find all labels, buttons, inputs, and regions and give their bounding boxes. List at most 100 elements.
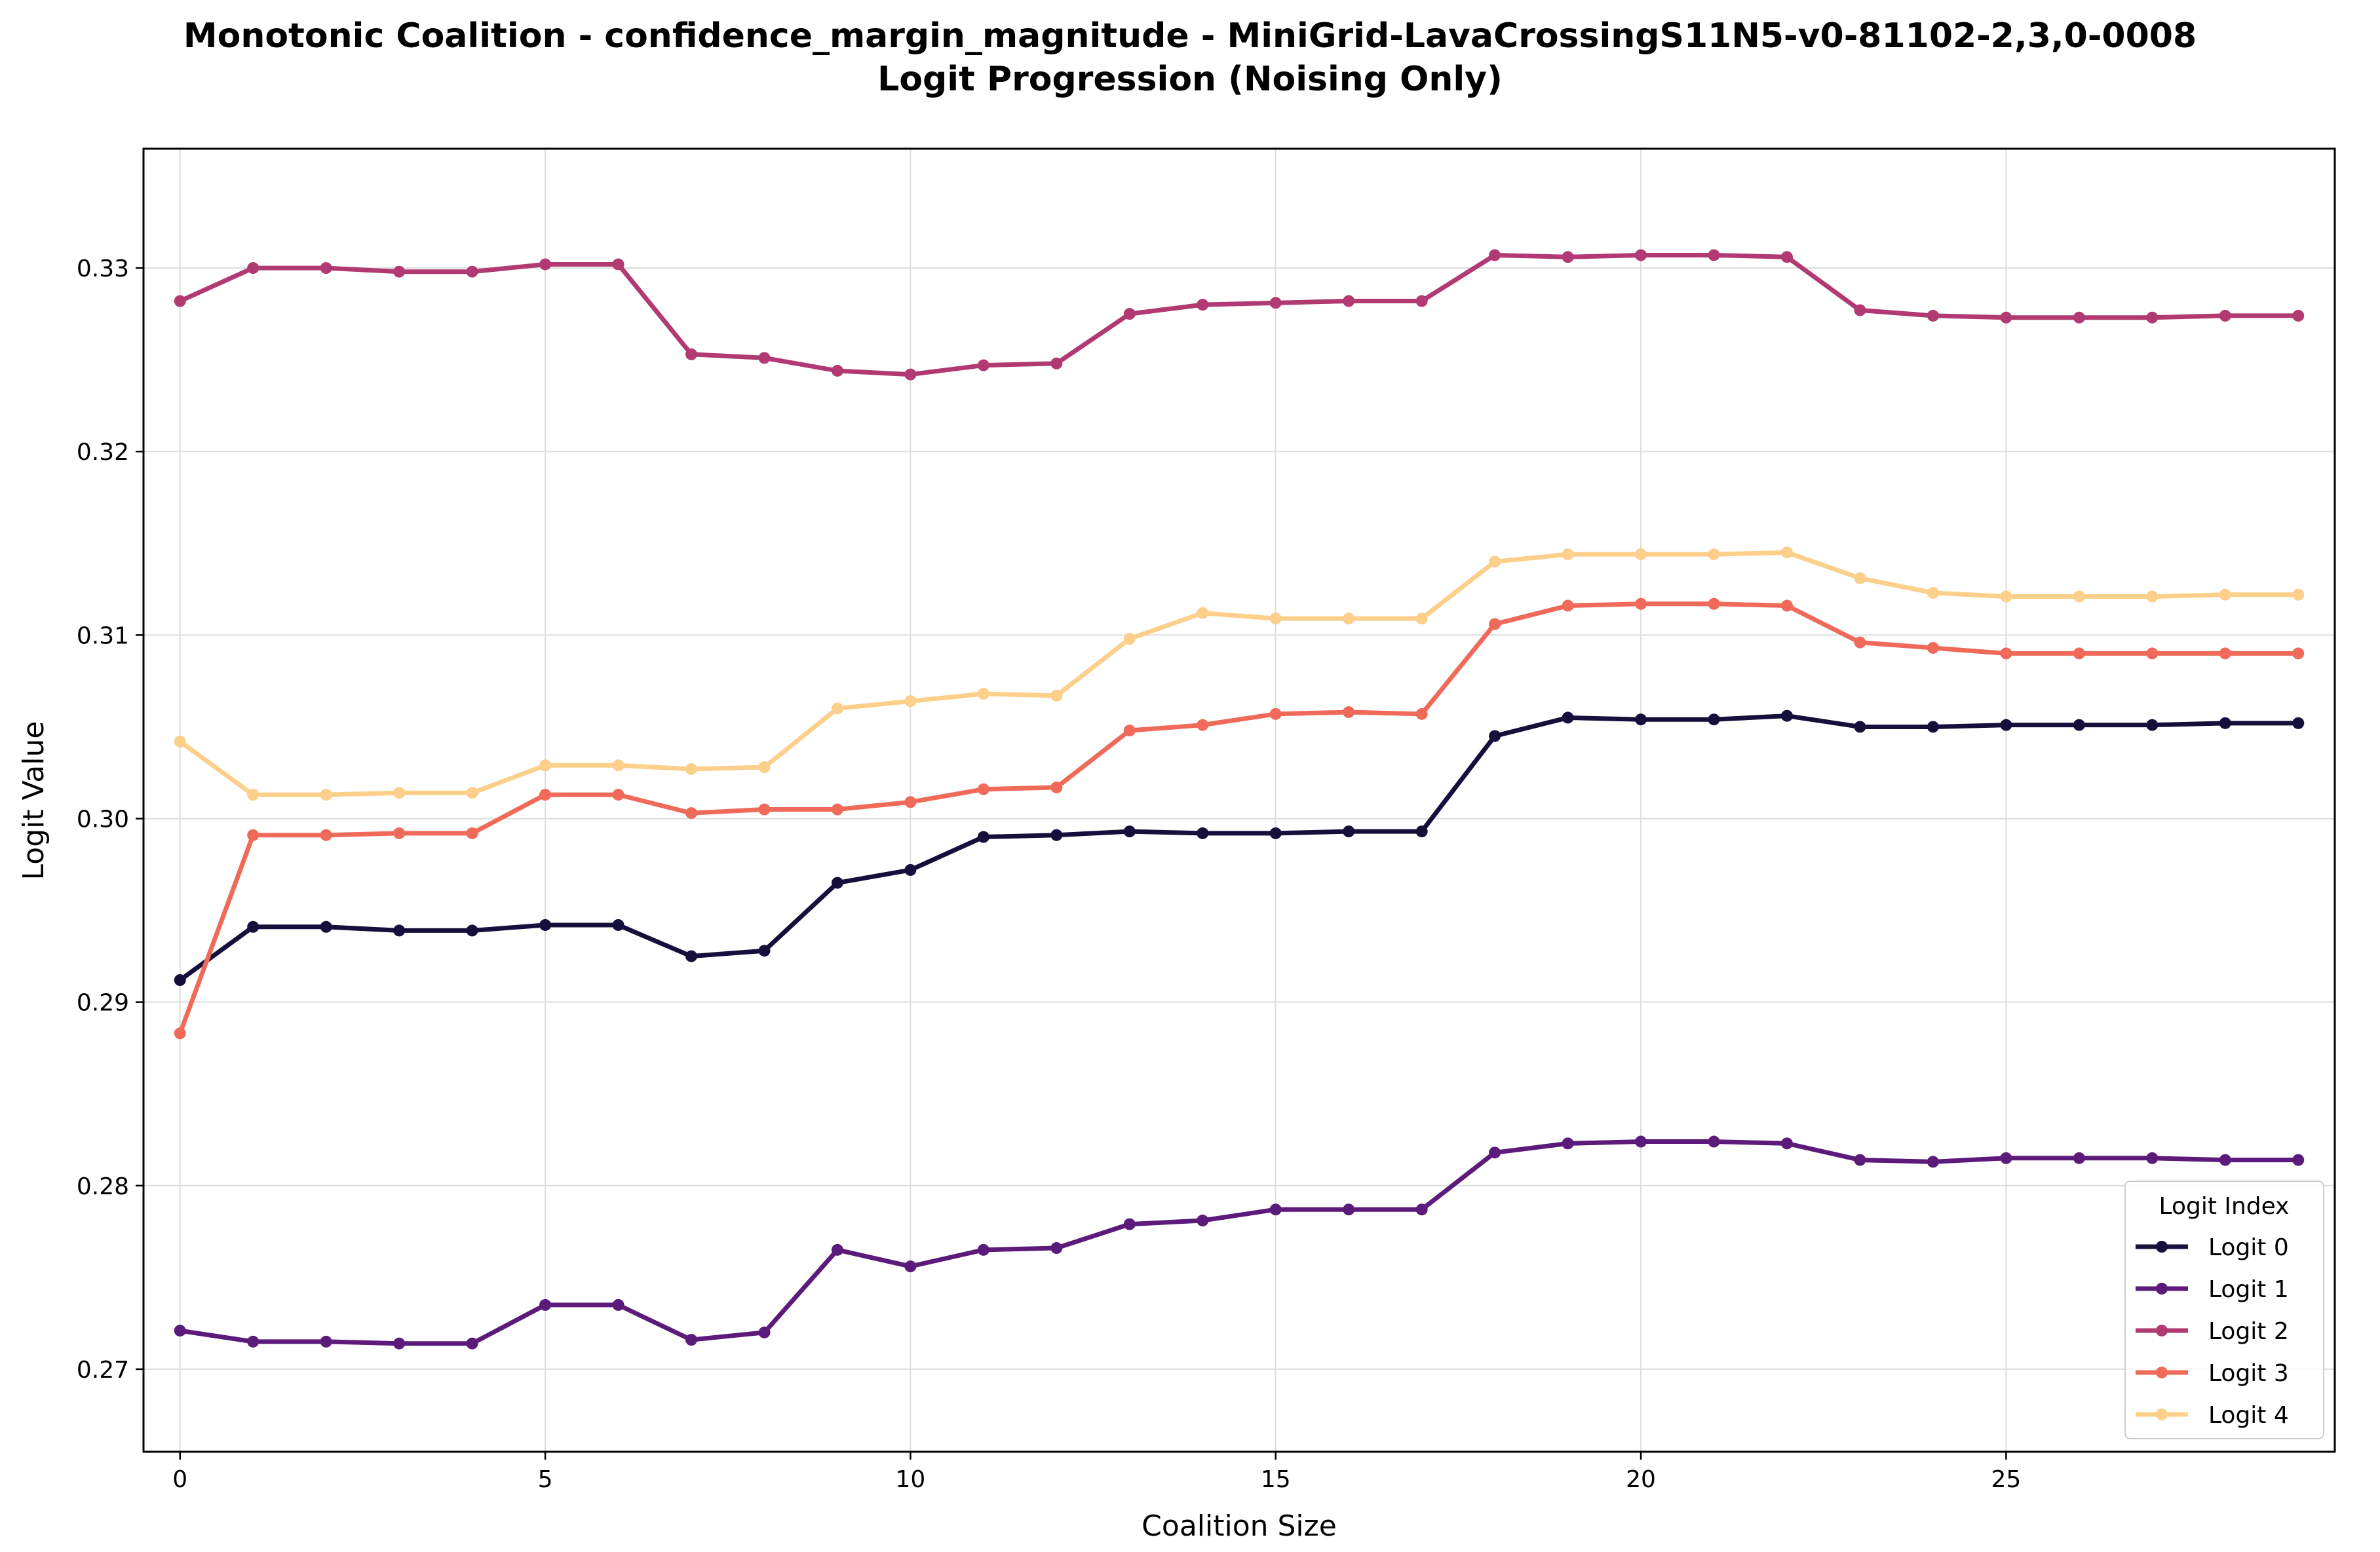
data-point: [1050, 829, 1063, 841]
legend-marker: [2156, 1283, 2168, 1295]
data-point: [2073, 311, 2085, 324]
data-point: [1781, 251, 1793, 263]
data-point: [1123, 825, 1136, 838]
data-point: [1562, 1137, 1574, 1150]
data-point: [1635, 249, 1647, 261]
legend-label: Logit 2: [2208, 1318, 2289, 1345]
data-point: [1562, 711, 1574, 724]
legend-item: Logit 2: [2136, 1318, 2289, 1345]
data-point: [466, 1337, 478, 1350]
data-point: [2000, 647, 2012, 660]
chart-title: Monotonic Coalition - confidence_margin_…: [183, 16, 2197, 56]
data-point: [174, 1325, 186, 1337]
data-point: [2292, 1154, 2305, 1166]
data-point: [758, 945, 771, 957]
data-point: [2073, 1152, 2085, 1164]
series-group: [174, 249, 2305, 1350]
data-point: [2292, 647, 2305, 660]
data-point: [1415, 613, 1428, 625]
data-point: [977, 1243, 989, 1256]
x-tick-label: 20: [1626, 1466, 1656, 1493]
data-point: [247, 920, 259, 933]
data-point: [1123, 308, 1136, 320]
data-point: [1781, 546, 1793, 559]
data-point: [247, 829, 259, 841]
data-point: [612, 789, 624, 801]
data-point: [685, 348, 697, 360]
data-point: [1781, 710, 1793, 722]
x-tick-label: 10: [895, 1466, 925, 1493]
y-axis-label: Logit Value: [17, 721, 50, 880]
data-point: [1562, 548, 1574, 561]
data-point: [1854, 572, 1866, 584]
data-point: [1050, 1242, 1063, 1255]
data-point: [320, 789, 332, 801]
data-point: [1708, 713, 1720, 726]
data-point: [174, 735, 186, 748]
data-point: [1489, 249, 1501, 261]
data-point: [466, 924, 478, 937]
data-point: [1489, 618, 1501, 630]
series-line: [178, 252, 2301, 377]
legend: Logit Index Logit 0 Logit 1 Logit 2 Logit 3…: [2124, 1181, 2324, 1439]
data-point: [2073, 590, 2085, 603]
x-tick-label: 5: [538, 1466, 553, 1493]
data-point: [393, 1337, 406, 1350]
data-point: [977, 359, 989, 371]
data-point: [2000, 311, 2012, 324]
y-tick-label: 0.27: [77, 1357, 129, 1384]
data-point: [1562, 599, 1574, 612]
data-point: [2292, 309, 2305, 322]
data-point: [539, 258, 552, 271]
legend-marker: [2156, 1241, 2168, 1253]
data-point: [1197, 719, 1209, 731]
data-point: [1708, 1135, 1720, 1148]
series-line: [178, 601, 2301, 1036]
data-point: [320, 1335, 332, 1348]
data-point: [685, 807, 697, 820]
y-tick-label: 0.30: [77, 806, 129, 833]
data-point: [539, 918, 552, 931]
data-point: [539, 759, 552, 772]
data-point: [1927, 1156, 1939, 1168]
legend-marker: [2156, 1325, 2168, 1336]
data-point: [2219, 717, 2231, 729]
data-point: [247, 1335, 259, 1348]
legend-label: Logit 0: [2208, 1234, 2289, 1261]
data-point: [1197, 299, 1209, 311]
data-point: [904, 796, 917, 808]
data-point: [2146, 647, 2159, 660]
chart-subtitle: Logit Progression (Noising Only): [877, 60, 1503, 99]
data-point: [393, 787, 406, 799]
data-point: [1123, 1218, 1136, 1230]
data-point: [1269, 827, 1282, 839]
data-point: [977, 831, 989, 843]
data-point: [2219, 1154, 2231, 1166]
data-point: [2292, 717, 2305, 729]
data-point: [1343, 295, 1355, 307]
data-point: [1050, 357, 1063, 369]
data-point: [1854, 721, 1866, 733]
data-point: [1854, 304, 1866, 316]
data-point: [320, 829, 332, 841]
data-point: [2219, 588, 2231, 601]
data-point: [685, 1334, 697, 1346]
data-point: [1854, 1154, 1866, 1166]
legend-item: Logit 3: [2136, 1360, 2289, 1387]
data-point: [831, 702, 843, 715]
data-point: [1269, 1203, 1282, 1216]
data-point: [685, 950, 697, 962]
legend-marker: [2156, 1409, 2168, 1420]
y-tick-label: 0.31: [77, 622, 129, 649]
series-3: [174, 597, 2305, 1040]
data-point: [2146, 590, 2159, 603]
data-point: [612, 759, 624, 772]
data-point: [2073, 647, 2085, 660]
data-point: [831, 877, 843, 889]
data-point: [2146, 1152, 2159, 1164]
data-point: [1415, 1203, 1428, 1216]
data-point: [320, 920, 332, 933]
data-point: [2000, 1152, 2012, 1164]
data-point: [977, 688, 989, 700]
